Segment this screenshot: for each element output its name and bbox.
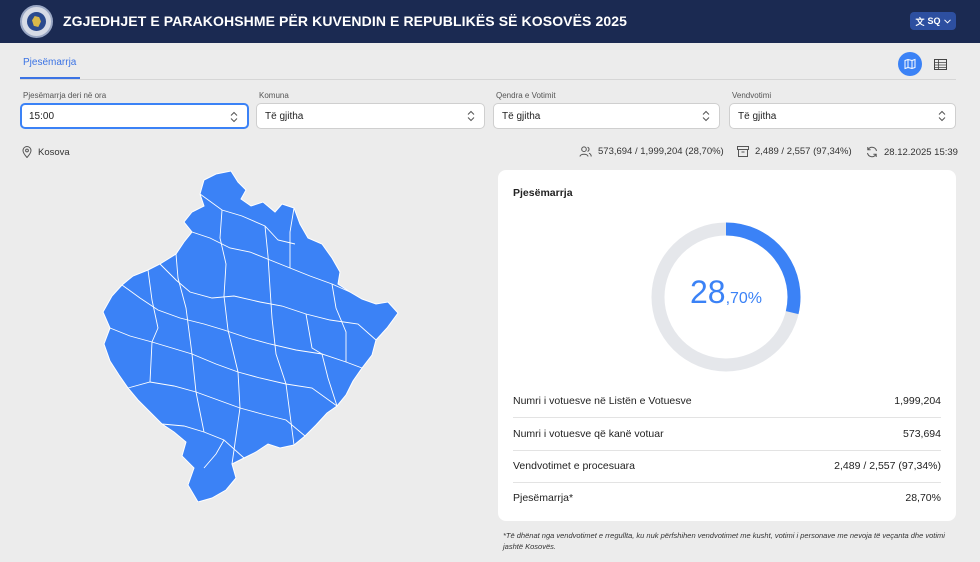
center-filter-label: Qendra e Votimit <box>496 91 556 100</box>
time-filter-label: Pjesëmarrja deri në ora <box>23 91 107 100</box>
kosovo-municipality-map[interactable] <box>100 168 400 502</box>
card-title: Pjesëmarrja <box>513 187 573 199</box>
turnout-donut-chart <box>651 222 801 372</box>
stat-row: Pjesëmarrja* 28,70% <box>513 481 941 514</box>
municipality-select-value: Të gjitha <box>265 110 304 122</box>
stat-row: Numri i votuesve në Listën e Votuesve 1,… <box>513 384 941 417</box>
ballot-box-icon <box>737 146 749 157</box>
chevron-updown-icon <box>702 110 710 122</box>
location-name: Kosova <box>38 146 70 158</box>
turnout-percent-integer: 28 <box>689 274 726 310</box>
translate-icon: 文 <box>915 16 925 27</box>
turnout-percent-decimal: ,70% <box>725 290 763 307</box>
chevron-updown-icon <box>230 111 238 123</box>
tab-turnout[interactable]: Pjesëmarrja <box>23 57 77 68</box>
stat-row: Numri i votuesve që kanë votuar 573,694 <box>513 417 941 450</box>
time-select[interactable]: 15:00 <box>20 103 249 129</box>
refresh-icon <box>867 146 877 158</box>
polling-center-select-value: Të gjitha <box>502 110 541 122</box>
row-divider <box>513 482 941 483</box>
polling-center-select[interactable]: Të gjitha <box>493 103 720 129</box>
language-code: SQ <box>927 16 941 26</box>
stat-label: Vendvotimet e procesuara <box>513 459 635 472</box>
footnote: *Të dhënat nga vendvotimet e rregullta, … <box>503 531 945 551</box>
polling-station-select[interactable]: Të gjitha <box>729 103 956 129</box>
stat-label: Numri i votuesve që kanë votuar <box>513 427 664 440</box>
turnout-percentage: 28,70% <box>649 274 803 311</box>
language-selector[interactable]: 文 SQ <box>910 12 956 30</box>
municipality-filter-label: Komuna <box>259 91 289 100</box>
table-icon <box>933 58 947 70</box>
stat-row: Vendvotimet e procesuara 2,489 / 2,557 (… <box>513 449 941 482</box>
last-updated: 28.12.2025 15:39 <box>866 146 958 158</box>
station-filter-label: Vendvotimi <box>732 91 772 100</box>
chevron-down-icon <box>943 18 951 24</box>
stat-value: 1,999,204 <box>894 394 941 407</box>
turnout-card: Pjesëmarrja 28,70% Numri i votuesve në L… <box>498 170 956 521</box>
chevron-updown-icon <box>938 110 946 122</box>
polling-station-select-value: Të gjitha <box>738 110 777 122</box>
stations-summary: 2,489 / 2,557 (97,34%) <box>737 146 852 157</box>
top-bar: ZGJEDHJET E PARAKOHSHME PËR KUVENDIN E R… <box>0 0 980 43</box>
stations-summary-text: 2,489 / 2,557 (97,34%) <box>755 146 852 157</box>
tab-active-indicator <box>20 77 80 79</box>
stat-label: Numri i votuesve në Listën e Votuesve <box>513 394 692 407</box>
municipality-select[interactable]: Të gjitha <box>256 103 485 129</box>
tabs-divider <box>20 79 956 80</box>
app-title: ZGJEDHJET E PARAKOHSHME PËR KUVENDIN E R… <box>63 13 628 29</box>
voters-summary: 573,694 / 1,999,204 (28,70%) <box>579 146 724 157</box>
location-indicator: Kosova <box>22 146 70 158</box>
time-select-value: 15:00 <box>29 110 55 122</box>
last-updated-text: 28.12.2025 15:39 <box>884 146 958 158</box>
map-icon <box>904 58 916 70</box>
donut-progress-arc <box>725 222 801 315</box>
map-view-button[interactable] <box>898 52 922 76</box>
row-divider <box>513 417 941 418</box>
municipality-borders <box>109 193 377 469</box>
coat-of-arms-logo <box>20 5 53 38</box>
stat-value: 2,489 / 2,557 (97,34%) <box>834 459 941 472</box>
stat-value: 28,70% <box>905 491 941 504</box>
voters-summary-text: 573,694 / 1,999,204 (28,70%) <box>598 146 724 157</box>
stat-label: Pjesëmarrja* <box>513 491 574 504</box>
table-view-button[interactable] <box>928 52 952 76</box>
users-icon <box>579 146 592 157</box>
stat-value: 573,694 <box>903 427 941 440</box>
row-divider <box>513 450 941 451</box>
map-pin-icon <box>22 146 32 158</box>
chevron-updown-icon <box>467 110 475 122</box>
kosovo-map-shape[interactable] <box>102 170 399 502</box>
